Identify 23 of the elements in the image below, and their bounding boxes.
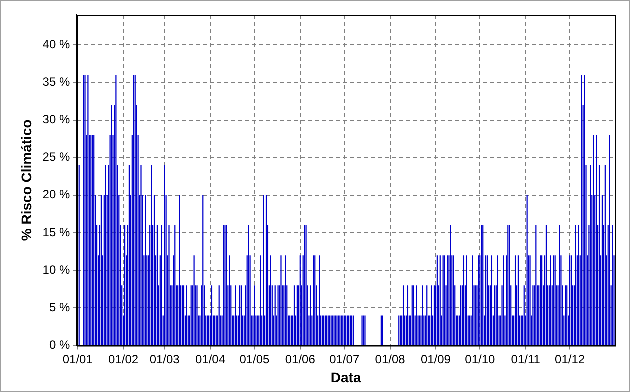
x-axis-title: Data: [330, 369, 362, 386]
x-tick-label: 01/04: [195, 352, 226, 366]
x-tick-label: 01/06: [285, 352, 316, 366]
x-tick-label: 01/11: [511, 352, 541, 366]
x-tick-label: 01/07: [330, 352, 360, 366]
y-tick-label: 25 %: [42, 150, 70, 164]
y-tick-label: 40 %: [42, 37, 70, 52]
y-tick-label: 5 %: [49, 300, 70, 315]
x-tick-label: 01/01: [62, 352, 94, 366]
y-tick-label: 10 %: [42, 262, 70, 277]
y-tick-label: 35 %: [42, 74, 70, 89]
x-tick-label: 01/03: [150, 352, 180, 366]
y-tick-label: 30 %: [42, 112, 70, 127]
y-tick-label: 15 %: [42, 225, 70, 240]
y-tick-label: 0 %: [49, 338, 70, 352]
x-tick-label: 01/10: [465, 352, 496, 366]
x-tick-label: 01/05: [240, 352, 270, 366]
y-tick-label: 20 %: [42, 188, 70, 202]
x-tick-label: 01/09: [420, 352, 452, 366]
x-tick-label: 01/02: [108, 352, 139, 366]
x-tick-label: 01/12: [555, 352, 586, 366]
x-tick-label: 01/08: [375, 352, 406, 366]
y-axis-title: % Risco Climático: [18, 120, 34, 242]
